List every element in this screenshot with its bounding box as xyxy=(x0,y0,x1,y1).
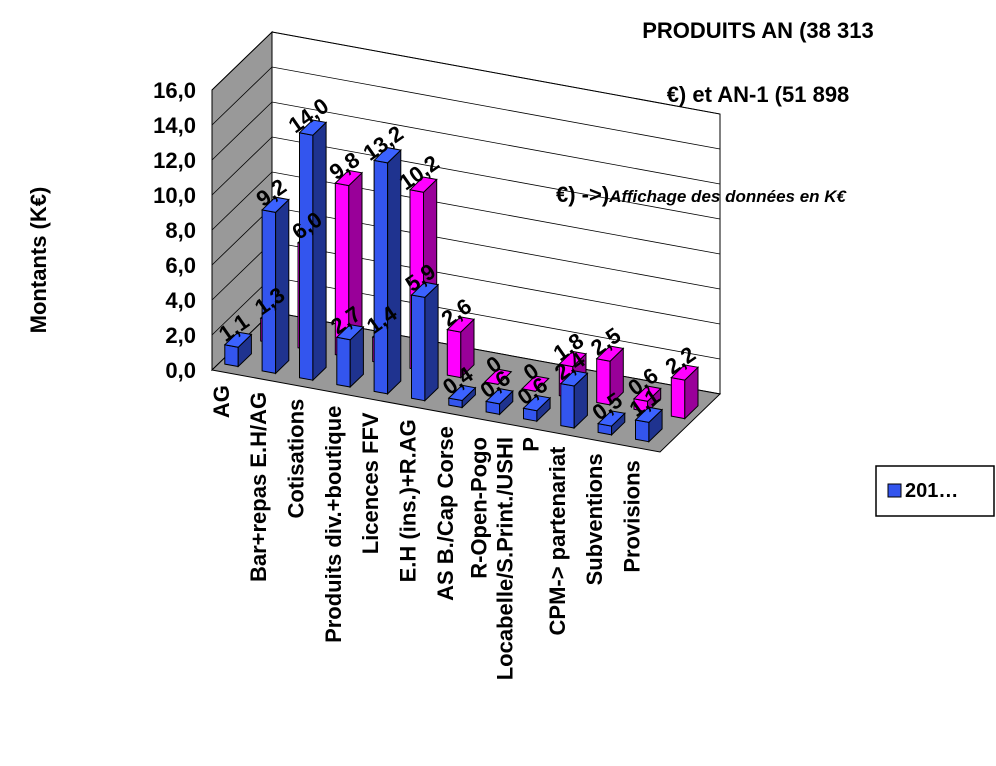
y-tick-label: 8,0 xyxy=(165,218,196,243)
bar-series1-11-front xyxy=(635,419,650,443)
y-tick-label: 4,0 xyxy=(165,288,196,313)
title-italic: Affichage des données en K€ xyxy=(608,187,847,206)
gridline xyxy=(211,66,721,150)
bar-series2-2-top xyxy=(334,169,364,187)
bar-series1-9-front xyxy=(560,383,575,429)
title-line-1: PRODUITS AN (38 313 xyxy=(642,18,873,43)
x-tick-label: AG xyxy=(209,385,234,418)
y-tick-label: 14,0 xyxy=(153,113,196,138)
legend-swatch xyxy=(887,483,902,498)
x-tick-label: R-Open-Pogo xyxy=(467,437,492,579)
bar-series1-3-top xyxy=(335,324,365,341)
bar-series1-5-side xyxy=(424,283,439,402)
bar-series1-11 xyxy=(634,406,664,443)
y-tick-label: 2,0 xyxy=(165,323,196,348)
bar-series1-0 xyxy=(223,331,253,368)
bar-series1-5-front xyxy=(411,294,426,402)
bar-series2-11 xyxy=(670,364,700,420)
bar-series1-11-top xyxy=(634,406,664,423)
bar-series2-7-top xyxy=(520,375,550,392)
bars xyxy=(223,119,700,443)
bar-series1-4-side xyxy=(387,148,402,396)
bar-series1-9-top xyxy=(559,370,589,387)
bar-series2-8-top xyxy=(558,350,588,368)
x-tick-label: Licences FFV xyxy=(358,412,383,554)
x-tick-label: Locabelle/S.Print./USHI xyxy=(493,437,518,680)
bar-series1-6 xyxy=(447,384,477,409)
bar-series1-5-top xyxy=(410,281,440,298)
gridline xyxy=(211,171,721,255)
bar-series1-5 xyxy=(410,281,440,402)
title-line-2: €) et AN-1 (51 898 xyxy=(667,82,850,107)
x-axis: AG Bar+repas E.H/AG Cotisations Produits di… xyxy=(209,385,645,680)
bar-series2-11-top xyxy=(670,364,700,381)
x-tick-label: CPM-> partenariat xyxy=(545,446,570,636)
chart-title: PRODUITS AN (38 313 €) et AN-1 (51 898 €) … xyxy=(556,18,874,207)
bar-series1-6-top xyxy=(447,384,477,402)
bar-series1-1-top xyxy=(261,196,290,213)
bar-series2-2 xyxy=(334,169,364,359)
bar-series2-5 xyxy=(446,316,476,379)
gridline xyxy=(211,31,721,115)
bar-series1-3-front xyxy=(336,336,351,388)
bar-series1-0-front xyxy=(224,344,239,368)
bar-series1-4 xyxy=(373,147,402,396)
bar-series2-10-top xyxy=(632,385,662,402)
bar-series1-2-side xyxy=(312,121,327,382)
gridline xyxy=(211,136,721,220)
bar-series1-4-top xyxy=(373,147,402,164)
legend-label: 201… xyxy=(905,480,958,502)
bar-series2-10 xyxy=(632,385,662,413)
bar-series1-9 xyxy=(559,370,589,430)
bar-series2-11-front xyxy=(670,376,686,420)
x-tick-label: Provisions xyxy=(620,460,645,572)
legend: 201… xyxy=(875,465,995,517)
y-tick-label: 16,0 xyxy=(153,78,196,103)
bar-series2-5-top xyxy=(446,316,476,333)
bar-series1-1 xyxy=(261,196,290,375)
bar-series1-2 xyxy=(298,119,328,382)
title-line-3: €) ->)Affichage des données en K€ xyxy=(556,182,848,207)
y-tick-label: 0,0 xyxy=(165,358,196,383)
bar-series1-7 xyxy=(485,388,514,416)
y-axis: 0,0 2,0 4,0 6,0 8,0 10,0 12,0 14,0 16,0 Montants … xyxy=(26,78,196,383)
bar-series2-4-top xyxy=(408,176,438,193)
x-tick-label: P xyxy=(519,437,544,452)
bar-series1-0-top xyxy=(223,331,253,348)
gridline xyxy=(211,101,721,185)
x-tick-label: E.H (ins.)+R.AG xyxy=(396,419,421,582)
bar-series2-7 xyxy=(520,375,550,392)
y-tick-label: 12,0 xyxy=(153,148,196,173)
bar-series1-8 xyxy=(522,394,552,423)
bar-series1-10 xyxy=(597,410,626,437)
x-tick-label: Produits div.+boutique xyxy=(321,406,346,643)
title-line-3-main: €) ->) xyxy=(556,182,609,207)
y-tick-label: 10,0 xyxy=(153,183,196,208)
bar-series2-9-top xyxy=(595,345,625,362)
bar-series1-10-top xyxy=(597,410,626,427)
bar-series1-3 xyxy=(335,324,365,389)
bar-series1-7-top xyxy=(485,388,514,405)
x-tick-label: Subventions xyxy=(582,453,607,585)
bar-series2-6 xyxy=(483,368,513,385)
y-axis-title: Montants (K€) xyxy=(26,187,51,334)
y-tick-label: 6,0 xyxy=(165,253,196,278)
x-tick-label: Cotisations xyxy=(284,399,309,519)
bar-series2-6-top xyxy=(483,368,513,385)
bar-series2-9 xyxy=(595,345,625,407)
bar-series1-4-front xyxy=(373,159,389,395)
x-tick-label: AS B./Cap Corse xyxy=(433,426,458,601)
bar-series1-8-top xyxy=(522,394,552,412)
bar-series1-2-front xyxy=(299,132,314,381)
x-tick-label: Bar+repas E.H/AG xyxy=(246,392,271,582)
bar-series1-2-top xyxy=(298,119,328,136)
